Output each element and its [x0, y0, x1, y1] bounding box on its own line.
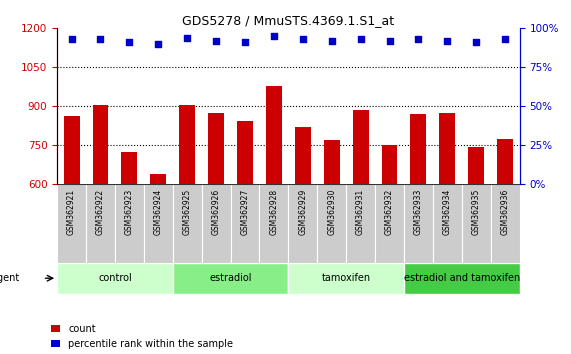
- Point: [240, 40, 250, 45]
- FancyBboxPatch shape: [433, 184, 462, 263]
- FancyBboxPatch shape: [288, 184, 317, 263]
- Text: agent: agent: [0, 273, 19, 283]
- FancyBboxPatch shape: [259, 184, 288, 263]
- Text: GSM362924: GSM362924: [154, 188, 163, 235]
- Bar: [353, 110, 368, 184]
- Bar: [440, 113, 455, 184]
- Text: estradiol and tamoxifen: estradiol and tamoxifen: [404, 273, 520, 283]
- Text: GSM362925: GSM362925: [183, 188, 192, 235]
- Text: GSM362931: GSM362931: [356, 188, 365, 235]
- Text: GSM362934: GSM362934: [443, 188, 452, 235]
- Point: [67, 36, 76, 42]
- Text: GSM362926: GSM362926: [212, 188, 220, 235]
- FancyBboxPatch shape: [404, 184, 433, 263]
- FancyBboxPatch shape: [404, 263, 520, 294]
- Bar: [468, 147, 484, 184]
- Point: [211, 38, 220, 44]
- Text: GSM362923: GSM362923: [125, 188, 134, 235]
- Bar: [381, 145, 397, 184]
- Bar: [208, 113, 224, 184]
- FancyBboxPatch shape: [86, 184, 115, 263]
- Point: [472, 40, 481, 45]
- FancyBboxPatch shape: [375, 184, 404, 263]
- FancyBboxPatch shape: [490, 184, 520, 263]
- FancyBboxPatch shape: [462, 184, 490, 263]
- Point: [501, 36, 510, 42]
- Bar: [411, 114, 427, 184]
- Point: [270, 33, 279, 39]
- FancyBboxPatch shape: [172, 263, 288, 294]
- Point: [183, 35, 192, 40]
- Legend: count, percentile rank within the sample: count, percentile rank within the sample: [51, 324, 233, 349]
- Text: GSM362928: GSM362928: [270, 188, 279, 235]
- Text: GSM362922: GSM362922: [96, 188, 105, 235]
- Title: GDS5278 / MmuSTS.4369.1.S1_at: GDS5278 / MmuSTS.4369.1.S1_at: [182, 14, 395, 27]
- FancyBboxPatch shape: [57, 184, 86, 263]
- FancyBboxPatch shape: [317, 184, 346, 263]
- Point: [414, 36, 423, 42]
- Bar: [150, 174, 166, 184]
- Text: GSM362933: GSM362933: [414, 188, 423, 235]
- Bar: [324, 140, 340, 184]
- FancyBboxPatch shape: [57, 263, 172, 294]
- Bar: [93, 105, 108, 184]
- Text: GSM362929: GSM362929: [298, 188, 307, 235]
- Point: [298, 36, 307, 42]
- FancyBboxPatch shape: [202, 184, 231, 263]
- Bar: [237, 121, 253, 184]
- Point: [125, 40, 134, 45]
- Bar: [179, 105, 195, 184]
- Text: GSM362932: GSM362932: [385, 188, 394, 235]
- Text: estradiol: estradiol: [210, 273, 252, 283]
- Point: [385, 38, 394, 44]
- Text: tamoxifen: tamoxifen: [321, 273, 371, 283]
- Text: GSM362930: GSM362930: [327, 188, 336, 235]
- FancyBboxPatch shape: [144, 184, 172, 263]
- FancyBboxPatch shape: [346, 184, 375, 263]
- Bar: [63, 115, 79, 184]
- FancyBboxPatch shape: [172, 184, 202, 263]
- FancyBboxPatch shape: [115, 184, 144, 263]
- Point: [356, 36, 365, 42]
- Text: GSM362927: GSM362927: [240, 188, 250, 235]
- Bar: [497, 139, 513, 184]
- Text: GSM362936: GSM362936: [501, 188, 510, 235]
- FancyBboxPatch shape: [288, 263, 404, 294]
- Bar: [266, 86, 282, 184]
- Text: GSM362935: GSM362935: [472, 188, 481, 235]
- Point: [443, 38, 452, 44]
- Text: GSM362921: GSM362921: [67, 188, 76, 235]
- Point: [154, 41, 163, 47]
- Point: [327, 38, 336, 44]
- Bar: [295, 127, 311, 184]
- Point: [96, 36, 105, 42]
- FancyBboxPatch shape: [231, 184, 259, 263]
- Bar: [122, 152, 137, 184]
- Text: control: control: [98, 273, 132, 283]
